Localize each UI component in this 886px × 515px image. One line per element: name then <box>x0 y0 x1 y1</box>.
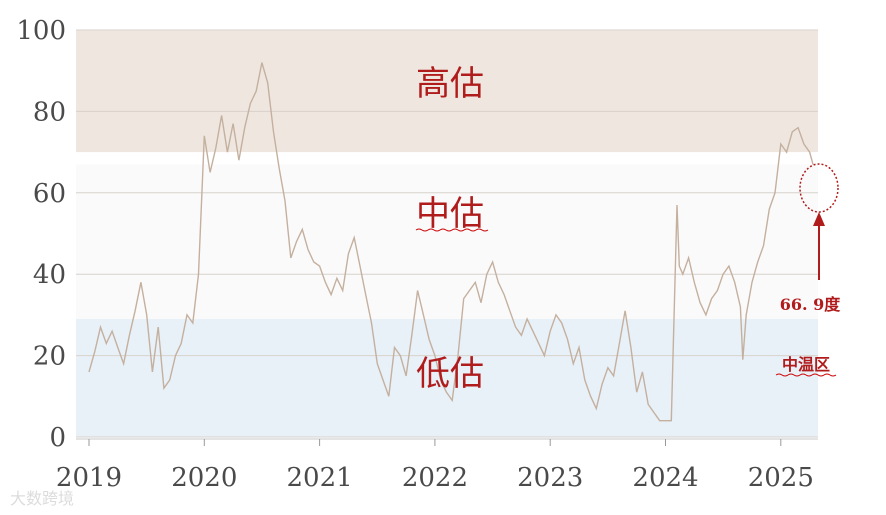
y-axis-ticks: 0 20 40 60 80 100 <box>16 16 66 453</box>
x-tick-label: 2019 <box>56 463 122 493</box>
valuation-bands <box>76 30 818 437</box>
series-line <box>88 62 814 422</box>
y-tick-label: 80 <box>33 97 66 127</box>
zone-label-low: 低估 <box>416 354 484 394</box>
current-zone-underline <box>775 373 837 377</box>
y-tick-label: 100 <box>16 16 66 46</box>
grid-lines <box>76 29 818 438</box>
x-tick-label: 2021 <box>287 463 353 493</box>
x-tick-label: 2020 <box>171 463 237 493</box>
y-tick-label: 60 <box>33 179 66 209</box>
y-tick-label: 40 <box>33 260 66 290</box>
x-axis-ticks: 2019 2020 2021 2022 2023 2024 2025 <box>56 438 818 493</box>
x-tick-label: 2024 <box>632 463 698 493</box>
watermark: 大数跨境 <box>10 489 74 508</box>
x-tick-label: 2025 <box>748 463 814 493</box>
current-zone-label: 中温区 <box>782 355 830 374</box>
zone-label-mid: 中估 <box>416 194 484 234</box>
y-tick-label: 0 <box>49 423 66 453</box>
x-tick-label: 2022 <box>402 463 468 493</box>
band-mid <box>76 164 818 319</box>
arrow-head <box>813 212 825 226</box>
zone-mid-underline <box>415 228 489 232</box>
current-value-label: 66. 9度 <box>780 295 842 314</box>
band-low <box>76 318 818 437</box>
x-tick-label: 2023 <box>517 463 583 493</box>
band-high <box>76 30 818 153</box>
zone-label-high: 高估 <box>416 64 484 104</box>
y-tick-label: 20 <box>33 342 66 372</box>
